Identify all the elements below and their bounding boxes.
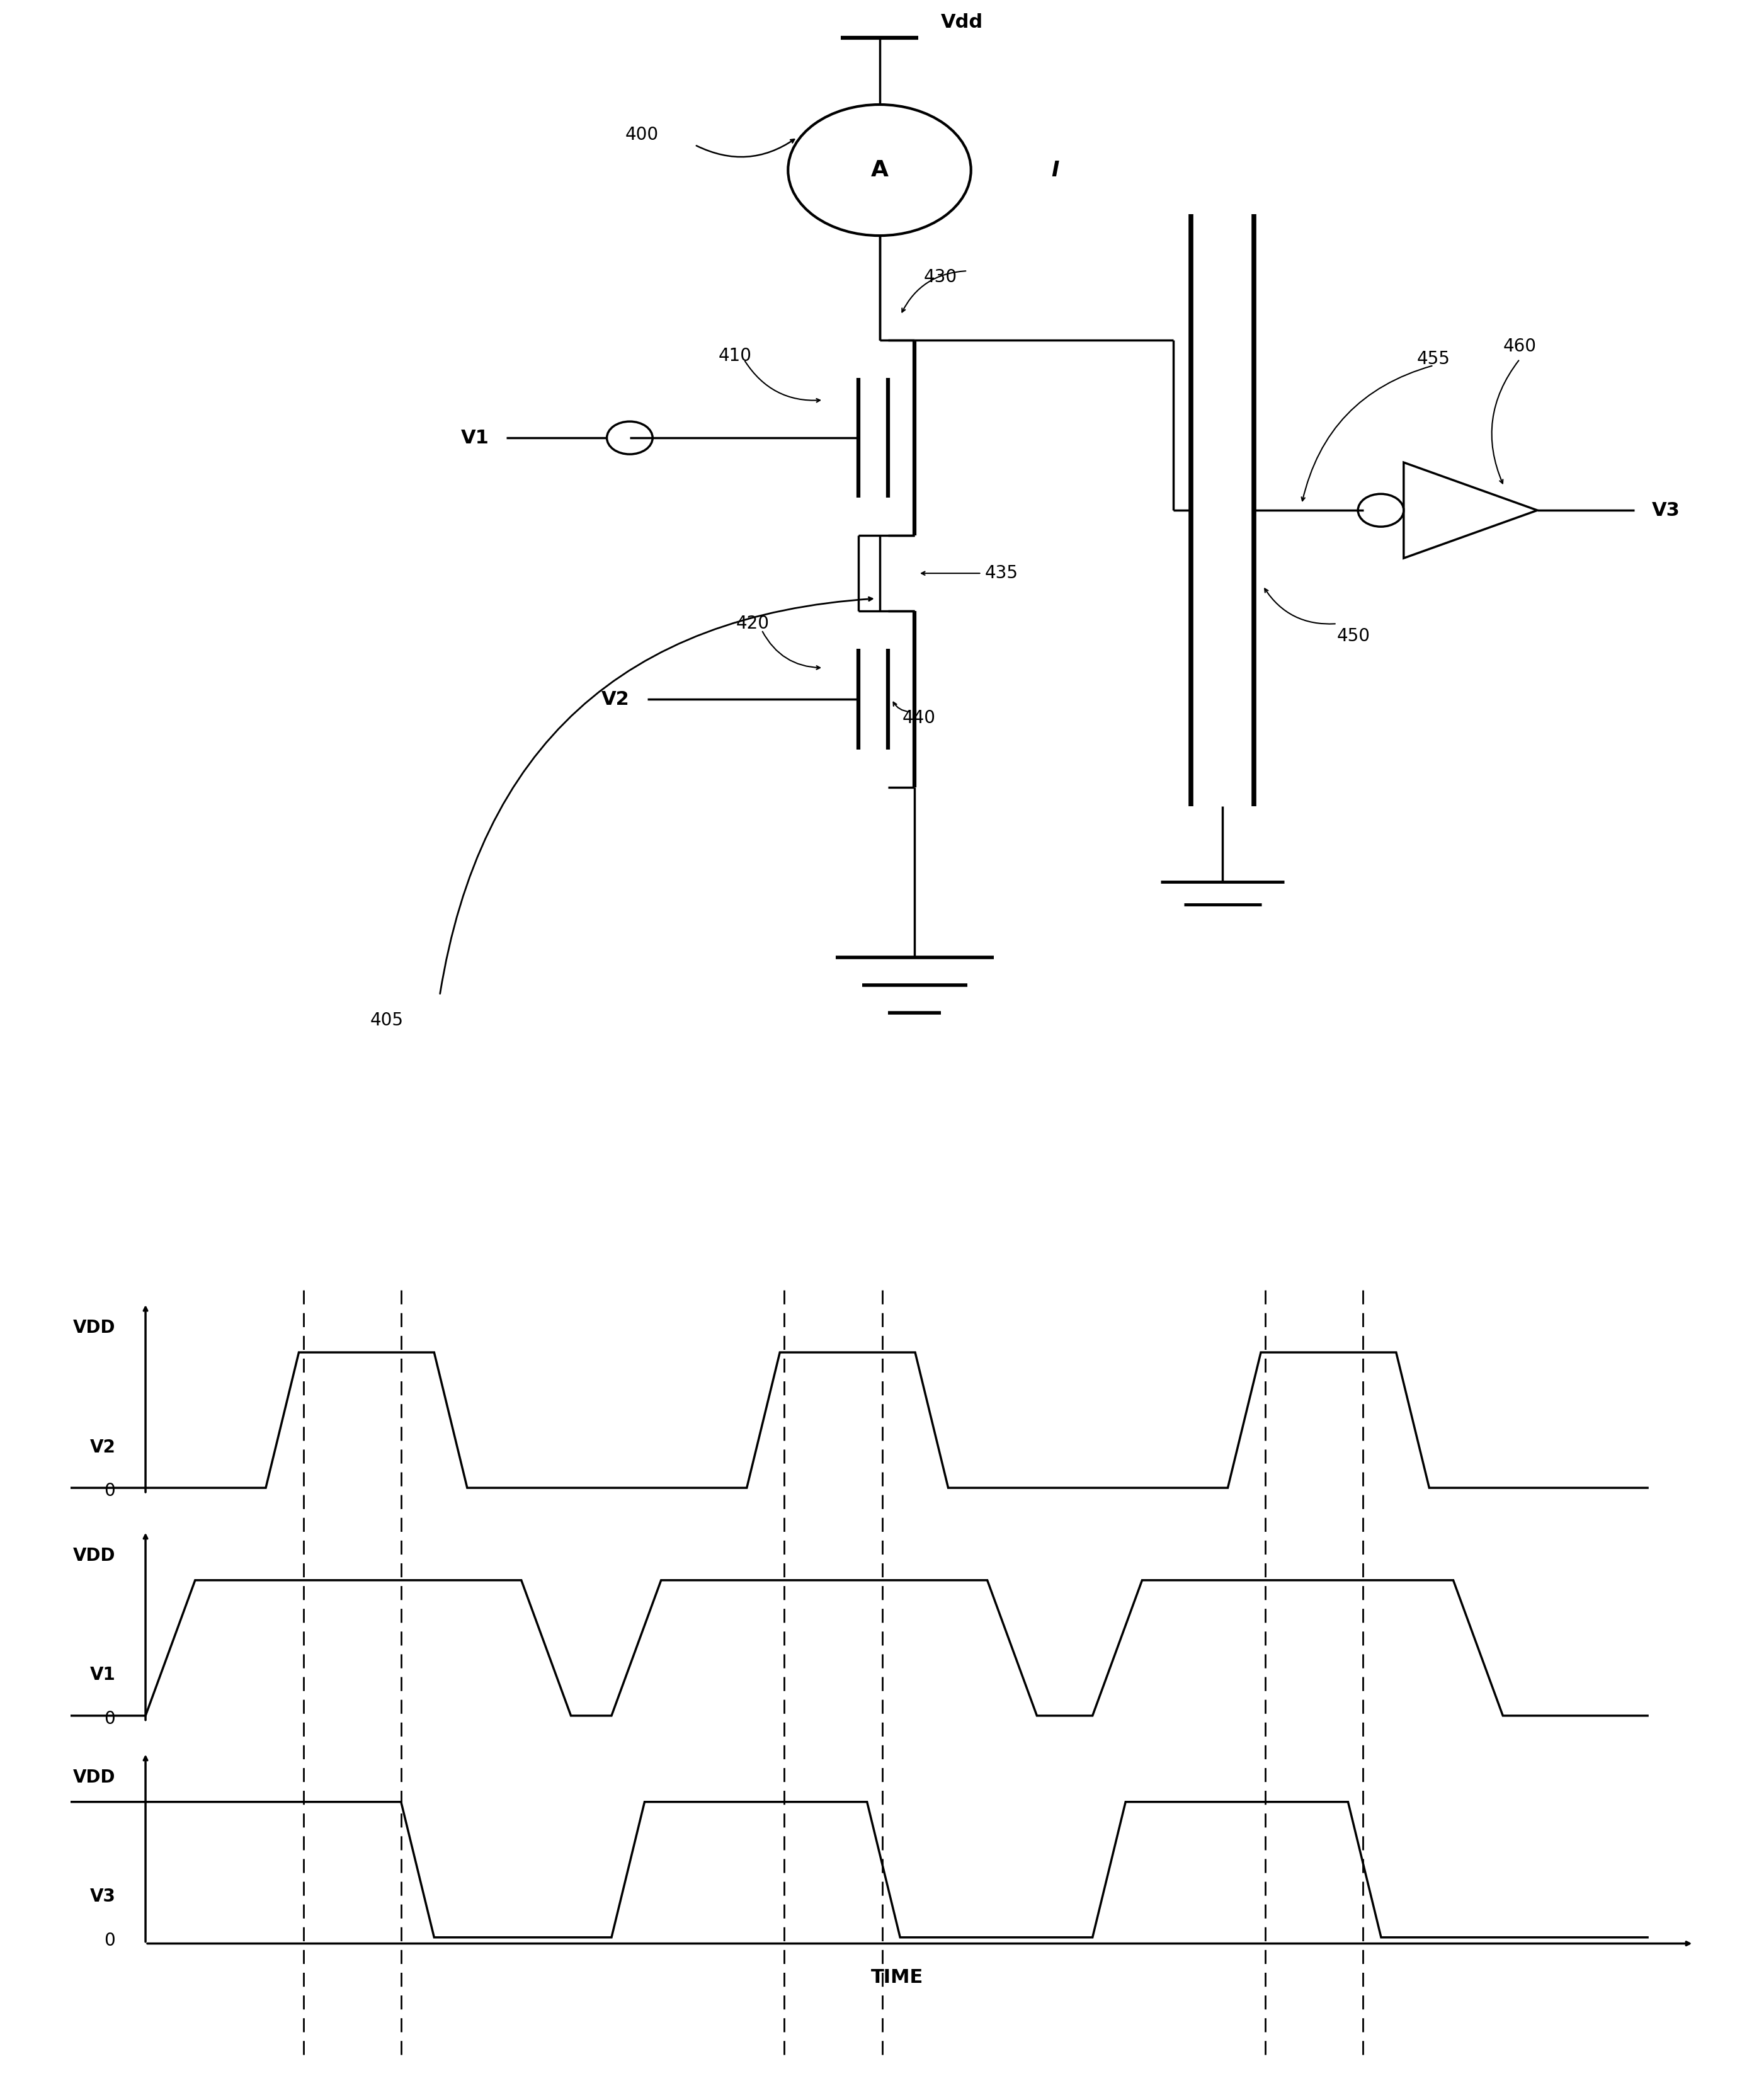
- Text: V3: V3: [1652, 502, 1680, 519]
- Text: V1: V1: [90, 1665, 116, 1684]
- Text: V1: V1: [461, 428, 489, 447]
- Text: I: I: [1052, 160, 1059, 181]
- Text: Vdd: Vdd: [941, 13, 983, 32]
- Text: 420: 420: [737, 615, 769, 632]
- Text: 440: 440: [902, 710, 936, 727]
- Text: 455: 455: [1418, 351, 1449, 368]
- Text: 405: 405: [371, 1012, 403, 1029]
- Text: TIME: TIME: [871, 1968, 923, 1987]
- Text: VDD: VDD: [72, 1548, 116, 1564]
- Text: V2: V2: [90, 1438, 116, 1455]
- Text: 450: 450: [1337, 628, 1370, 645]
- Text: 430: 430: [923, 269, 957, 286]
- Text: 435: 435: [985, 565, 1018, 582]
- Text: V3: V3: [90, 1888, 116, 1905]
- Text: VDD: VDD: [72, 1768, 116, 1787]
- Text: 0: 0: [104, 1709, 116, 1728]
- Circle shape: [788, 105, 971, 235]
- Text: A: A: [871, 160, 888, 181]
- Text: 410: 410: [719, 347, 751, 365]
- Text: VDD: VDD: [72, 1319, 116, 1336]
- Text: 400: 400: [624, 126, 660, 143]
- Text: 0: 0: [104, 1483, 116, 1499]
- Text: 460: 460: [1504, 338, 1536, 355]
- Text: 0: 0: [104, 1932, 116, 1949]
- Text: V2: V2: [602, 691, 630, 708]
